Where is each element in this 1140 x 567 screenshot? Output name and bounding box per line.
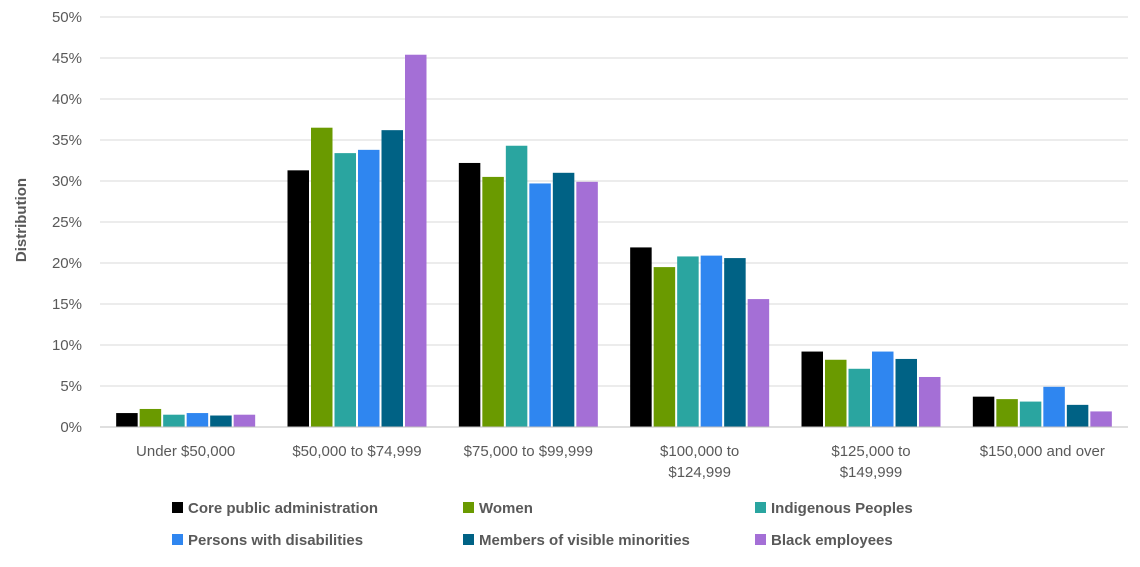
bar — [801, 351, 823, 427]
bar — [895, 358, 917, 427]
x-category-label: $125,000 to $149,999 — [831, 443, 910, 481]
y-tick-label: 5% — [60, 378, 82, 395]
bar — [405, 54, 427, 427]
legend-item: Members of visible minorities — [463, 532, 690, 549]
bar — [116, 413, 138, 427]
bar — [358, 149, 380, 427]
legend-swatch — [755, 534, 766, 545]
legend-item: Core public administration — [172, 500, 378, 517]
y-tick-label: 0% — [60, 419, 82, 436]
bar — [677, 256, 699, 427]
y-tick-label: 10% — [52, 337, 82, 354]
bar — [482, 176, 504, 427]
bar — [529, 183, 551, 427]
legend-item: Indigenous Peoples — [755, 500, 913, 517]
legend-label: Persons with disabilities — [188, 532, 363, 549]
bar — [747, 299, 770, 427]
y-axis-ticks: 0% 5% 10% 15% 20% 25% 30% 35% 40% 45% 50% — [52, 9, 82, 436]
legend-item: Women — [463, 500, 533, 517]
legend-swatch — [172, 534, 183, 545]
legend-item: Black employees — [755, 532, 893, 549]
x-axis-category-labels: Under $50,000 $50,000 to $74,999 $75,000 t… — [136, 443, 1105, 481]
legend-label: Members of visible minorities — [479, 532, 690, 549]
legend-swatch — [755, 502, 766, 513]
x-category-label: $75,000 to $99,999 — [464, 443, 593, 460]
bar — [1090, 411, 1112, 427]
legend-swatch — [172, 502, 183, 513]
y-axis-title: Distribution — [13, 178, 30, 262]
legend-label: Women — [479, 500, 533, 517]
y-tick-label: 20% — [52, 255, 82, 272]
bar — [163, 414, 185, 427]
bar — [505, 145, 528, 428]
bar — [139, 408, 162, 427]
bar — [552, 172, 575, 427]
bar — [872, 351, 894, 427]
bar — [1066, 404, 1089, 427]
bar — [287, 170, 309, 427]
bar — [233, 414, 256, 427]
bar — [972, 396, 995, 427]
y-tick-label: 50% — [52, 9, 82, 26]
bar — [311, 127, 333, 427]
y-tick-label: 30% — [52, 173, 82, 190]
legend-swatch — [463, 534, 474, 545]
gridlines — [100, 16, 1128, 387]
bar — [458, 162, 481, 427]
y-tick-label: 35% — [52, 132, 82, 149]
x-category-label: $100,000 to $124,999 — [660, 443, 739, 481]
bar — [724, 258, 746, 427]
bar — [653, 267, 676, 427]
bar — [381, 130, 403, 427]
legend-item: Persons with disabilities — [172, 532, 363, 549]
bar — [1019, 401, 1042, 427]
bars — [116, 54, 1112, 428]
bar — [996, 399, 1018, 427]
legend: Core public administration Women Indigenou… — [172, 500, 913, 549]
y-tick-label: 40% — [52, 91, 82, 108]
bar — [186, 413, 209, 427]
bar — [210, 415, 232, 427]
bar — [576, 181, 598, 427]
bar — [630, 247, 652, 427]
bar — [825, 359, 847, 427]
y-tick-label: 15% — [52, 296, 82, 313]
legend-label: Core public administration — [188, 500, 378, 517]
bar — [1043, 386, 1065, 427]
bar — [919, 376, 941, 427]
x-category-label: $150,000 and over — [980, 443, 1105, 460]
legend-label: Indigenous Peoples — [771, 500, 913, 517]
legend-label: Black employees — [771, 532, 893, 549]
y-tick-label: 25% — [52, 214, 82, 231]
x-category-label: $50,000 to $74,999 — [292, 443, 421, 460]
y-tick-label: 45% — [52, 50, 82, 67]
x-category-label: Under $50,000 — [136, 443, 235, 460]
bar — [848, 368, 870, 427]
legend-swatch — [463, 502, 474, 513]
bar — [334, 153, 356, 427]
bar — [700, 255, 723, 427]
